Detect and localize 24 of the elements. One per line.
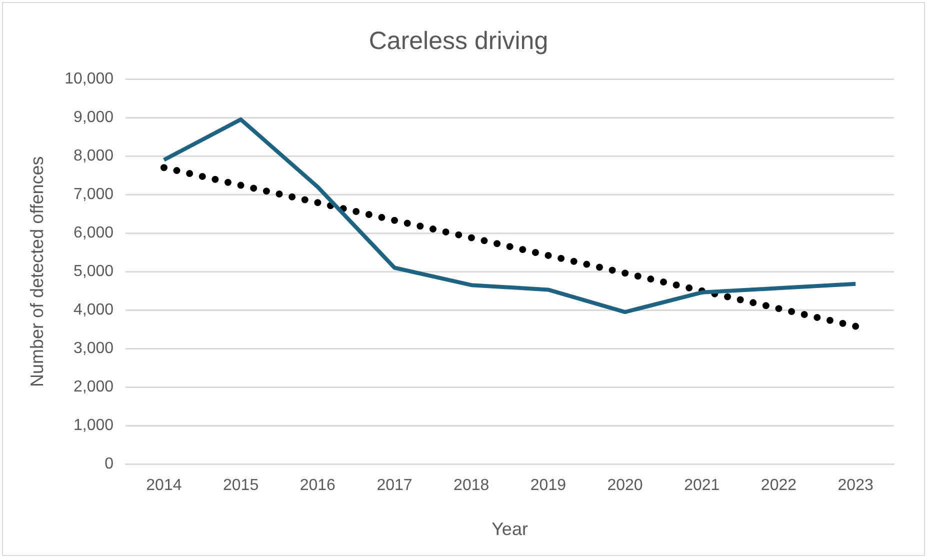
y-axis-title: Number of detected offences xyxy=(26,156,47,388)
y-tick-label: 2,000 xyxy=(73,378,114,396)
x-tick-label: 2014 xyxy=(146,477,182,494)
x-axis-title: Year xyxy=(492,519,528,540)
y-tick-label: 0 xyxy=(104,456,114,473)
x-tick-label: 2021 xyxy=(684,477,720,494)
y-tick-label: 7,000 xyxy=(73,186,114,203)
x-tick-label: 2017 xyxy=(376,477,412,494)
y-tick-label: 1,000 xyxy=(73,417,114,434)
y-tick-label: 3,000 xyxy=(73,340,114,358)
x-tick-label: 2020 xyxy=(607,477,643,494)
x-tick-label: 2019 xyxy=(530,477,566,494)
x-tick-label: 2023 xyxy=(838,477,874,494)
y-tick-label: 8,000 xyxy=(73,147,114,164)
x-tick-label: 2018 xyxy=(454,477,490,494)
x-tick-label: 2015 xyxy=(223,477,259,494)
y-tick-label: 5,000 xyxy=(73,263,114,280)
y-tick-label: 10,000 xyxy=(64,70,114,88)
chart-title: Careless driving xyxy=(368,26,548,55)
x-tick-label: 2016 xyxy=(300,477,336,494)
x-tick-label: 2022 xyxy=(760,477,797,494)
y-tick-label: 9,000 xyxy=(73,108,114,126)
y-tick-label: 4,000 xyxy=(73,302,114,319)
y-tick-label: 6,000 xyxy=(73,224,114,242)
